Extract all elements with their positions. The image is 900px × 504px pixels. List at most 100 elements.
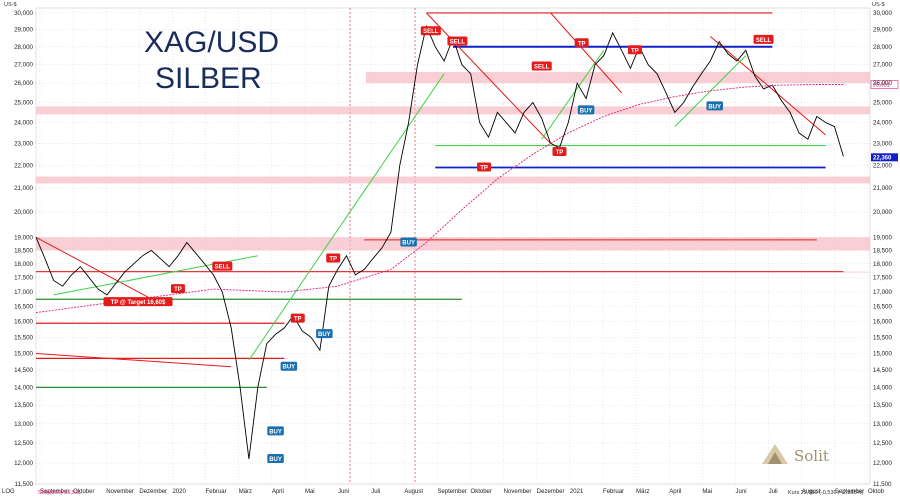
signal-marker-tp: [552, 147, 567, 157]
y-tick-label-left: 23,000: [14, 140, 33, 147]
signal-label: TP: [480, 166, 488, 172]
x-tick-label: Mai: [702, 489, 712, 495]
x-tick-label: Juni: [338, 489, 349, 495]
y-tick-label-right: 16,500: [873, 304, 892, 311]
x-tick-label: Mai: [305, 489, 315, 495]
signal-label: TP: [556, 150, 564, 156]
signal-marker-buy: [280, 361, 298, 371]
series-layer: [35, 24, 844, 460]
y-tick-label-right: 17,000: [873, 289, 892, 296]
x-tick-label: September: [835, 489, 864, 495]
y-tick-label-left: 26,000: [14, 80, 33, 87]
y-tick-label-right: 19,000: [873, 234, 892, 241]
y-tick-label-right: 26,000: [873, 80, 892, 87]
signal-marker-tptarget: [103, 297, 173, 307]
y-tick-label-left: 30,000: [14, 10, 33, 17]
x-tick-label: September: [437, 489, 466, 495]
x-tick-label: Oktober: [73, 489, 94, 495]
x-tick-label: November: [106, 489, 134, 495]
signal-marker-buy: [706, 101, 723, 111]
y-tick-label-left: 16,500: [14, 304, 33, 311]
x-tick-label: Dezember: [537, 489, 565, 495]
x-tick-label: August: [404, 489, 423, 495]
trendline: [541, 50, 605, 140]
signal-label: BUY: [269, 457, 282, 463]
signal-label: BUY: [708, 104, 721, 110]
y-tick-label-right: 27,000: [873, 62, 892, 69]
y-tick-label-right: 29,000: [873, 27, 892, 34]
signal-label: TP: [631, 48, 639, 54]
signal-marker-buy: [577, 105, 595, 115]
price-zone: [36, 106, 870, 115]
signal-label: BUY: [283, 365, 296, 371]
y-tick-label-left: 24,000: [14, 120, 33, 127]
y-tick-label-left: 29,000: [14, 27, 33, 34]
signal-label: TP: [578, 41, 586, 47]
y-axes: 11,500 11,500 12,000 12,000 12,500 12,500 13,0…: [14, 10, 892, 488]
signal-marker-sell: [447, 36, 468, 46]
zones: [36, 71, 870, 273]
y-tick-label-right: 16,000: [873, 319, 892, 326]
y-tick-label-right: 14,000: [873, 384, 892, 391]
signal-marker-sell: [753, 34, 774, 44]
signal-marker-tp: [170, 284, 185, 294]
y-tick-label-right: 28,000: [873, 44, 892, 51]
y-tick-label-left: 12,500: [14, 440, 33, 447]
y-tick-label-left: 27,000: [14, 62, 33, 69]
x-tick-label: 2020: [172, 489, 186, 495]
price-zone: [366, 71, 870, 84]
x-tick-label: September: [40, 489, 69, 495]
trendline: [248, 73, 445, 361]
trendline: [35, 352, 232, 368]
signal-label: TP @ Target 16,60$: [111, 300, 166, 306]
sma-value-label: 25,931: [873, 83, 890, 89]
y-tick-label-right: 25,000: [873, 99, 892, 106]
x-tick-label: Juli: [769, 489, 778, 495]
y-tick-label-left: 25,000: [14, 99, 33, 106]
y-tick-label-right: 30,000: [873, 10, 892, 17]
y-tick-label-right: 18,000: [873, 261, 892, 268]
price-zone: [36, 176, 870, 184]
x-tick-label: März: [636, 489, 649, 495]
x-tick-label: August: [802, 489, 821, 495]
y-tick-label-right: 21,000: [873, 185, 892, 192]
y-tick-label-left: 12,000: [14, 460, 33, 467]
signal-marker-tp: [574, 38, 589, 48]
y-tick-label-right: 14,500: [873, 367, 892, 374]
signal-marker-sell: [531, 61, 552, 71]
signal-label: BUY: [402, 241, 415, 247]
signal-marker-tp: [477, 162, 492, 172]
y-tick-label-left: 17,500: [14, 275, 33, 282]
signal-marker-tp: [290, 313, 305, 323]
signal-marker-tp: [326, 253, 341, 263]
y-tick-label-left: 16,000: [14, 319, 33, 326]
x-tick-label: März: [239, 489, 252, 495]
y-tick-label-right: 13,500: [873, 402, 892, 409]
signal-marker-tp: [627, 45, 642, 55]
signal-label: TP: [294, 317, 302, 323]
chart-title: XAG/USD: [144, 26, 279, 59]
last-price-box: [871, 153, 898, 162]
x-tick-label: Juni: [736, 489, 747, 495]
signal-label: BUY: [580, 108, 593, 114]
x-tick-label: April: [272, 489, 284, 495]
y-tick-label-right: 24,000: [873, 120, 892, 127]
price-zone: [36, 237, 870, 251]
y-tick-label-right: 11,500: [873, 481, 892, 488]
y-tick-label-left: 14,500: [14, 367, 33, 374]
sma-legend: SMA(200) 25,931: [38, 490, 81, 496]
x-tick-label: Juli: [371, 489, 380, 495]
y-tick-label-right: 17,500: [873, 275, 892, 282]
trendline: [426, 12, 551, 144]
markers-layer: 22,360 25,931 SELL SELL SELL SELL SELL TP TP TP TP…: [103, 26, 899, 464]
price-line: [35, 24, 844, 460]
y-tick-label-right: 22,000: [873, 162, 892, 169]
y-tick-label-right: 12,500: [873, 440, 892, 447]
signal-label: SELL: [423, 29, 439, 35]
y-tick-label-right: 12,000: [873, 460, 892, 467]
y-axis-unit-right: US-$: [872, 2, 885, 8]
trendline: [550, 12, 622, 94]
y-tick-label-left: 18,500: [14, 247, 33, 254]
y-tick-label-right: 15,500: [873, 334, 892, 341]
